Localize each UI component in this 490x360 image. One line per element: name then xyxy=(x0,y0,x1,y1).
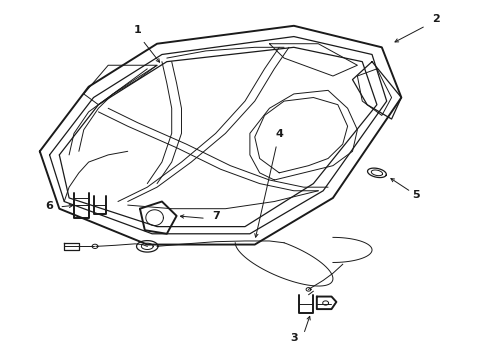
Text: 3: 3 xyxy=(290,333,297,343)
Text: 1: 1 xyxy=(134,25,142,35)
Text: 4: 4 xyxy=(275,129,283,139)
Text: 5: 5 xyxy=(412,190,420,200)
Text: 7: 7 xyxy=(212,211,220,221)
Text: 2: 2 xyxy=(432,14,440,24)
Text: 6: 6 xyxy=(46,201,53,211)
